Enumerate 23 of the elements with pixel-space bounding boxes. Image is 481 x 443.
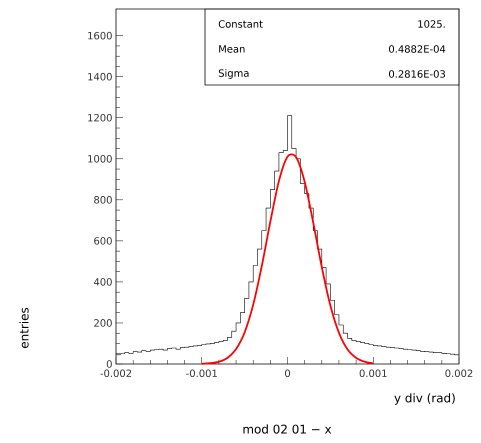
y-tick-label: 200 xyxy=(94,319,112,327)
x-tick-label: 0.001 xyxy=(360,370,387,378)
y-tick-label: 600 xyxy=(94,237,112,245)
y-tick-label: 1400 xyxy=(88,72,112,80)
annotation: 1025. xyxy=(418,20,445,28)
y-tick-label: 1600 xyxy=(88,32,112,40)
y-tick-label: 0 xyxy=(106,360,112,368)
x-tick-label: -0.001 xyxy=(186,370,217,378)
y-tick-label: 800 xyxy=(94,196,112,204)
x-tick-label: -0.002 xyxy=(100,370,132,378)
annotation: Mean xyxy=(219,45,245,53)
y-tick-label: 400 xyxy=(94,278,112,286)
text: mod 02 01 − x xyxy=(243,424,332,434)
annotation: Sigma xyxy=(218,69,249,79)
y-tick-label: 1200 xyxy=(88,114,112,122)
y-tick-label: 1000 xyxy=(88,155,112,163)
annotation: 0.4882E-04 xyxy=(389,45,446,53)
x-axis-title: y div (rad) xyxy=(394,393,455,405)
x-tick-label: 0 xyxy=(284,370,290,378)
y-axis-title: entries xyxy=(19,308,29,348)
x-tick-label: 0.002 xyxy=(445,370,472,378)
annotation: Constant xyxy=(218,20,263,28)
annotation: 0.2816E-03 xyxy=(389,70,446,78)
